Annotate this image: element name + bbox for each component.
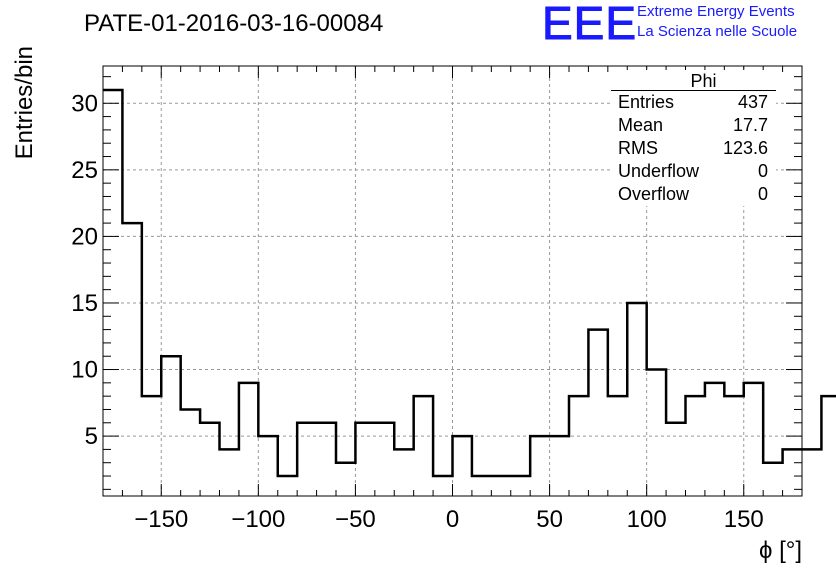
histogram-bin <box>355 423 374 496</box>
stats-value: 437 <box>737 92 768 112</box>
x-tick-label: −100 <box>231 506 285 533</box>
y-tick-label: 20 <box>71 223 98 250</box>
histogram-bin <box>297 423 316 496</box>
y-tick-label: 30 <box>71 90 98 117</box>
y-axis-label: Entries/bin <box>11 46 38 159</box>
stats-box: Phi Entries 437 Mean 17.7 RMS 123.6 Unde… <box>611 70 776 206</box>
x-tick-label: 150 <box>724 506 764 533</box>
stats-row-overflow: Overflow 0 <box>611 183 776 206</box>
histogram-bin <box>550 436 569 496</box>
histogram-bin <box>142 396 161 496</box>
histogram-bin <box>336 463 355 496</box>
histogram-bin <box>821 396 836 496</box>
stats-label: Overflow <box>618 184 690 204</box>
y-tick-labels: 5 10 15 20 25 30 <box>71 90 98 450</box>
eee-logo: EEE <box>541 0 638 49</box>
histogram-bin <box>647 370 666 496</box>
stats-value: 123.6 <box>722 138 768 158</box>
x-tick-label: −50 <box>335 506 376 533</box>
histogram-bin <box>239 383 258 496</box>
x-tick-labels: −150 −100 −50 0 50 100 150 <box>134 506 764 533</box>
histogram-bin <box>763 463 782 496</box>
histogram-bin <box>608 396 627 496</box>
stats-label: Underflow <box>618 161 700 181</box>
histogram-bin <box>414 396 433 496</box>
stats-value: 0 <box>757 161 768 181</box>
histogram-bin <box>433 476 452 496</box>
axis-ticks <box>102 66 803 496</box>
histogram-bin <box>200 423 219 496</box>
histogram-bin <box>258 436 277 496</box>
histogram-bin <box>317 423 336 496</box>
histogram-bin <box>530 436 549 496</box>
branding-line-2: La Scienza nelle Scuole <box>637 23 798 40</box>
histogram-series <box>103 88 836 496</box>
histogram-bin <box>453 436 472 496</box>
y-tick-label: 15 <box>71 290 98 317</box>
y-tick-label: 10 <box>71 357 98 384</box>
stats-row-entries: Entries 437 <box>611 91 776 114</box>
histogram-bin <box>802 449 821 496</box>
histogram-bin <box>705 383 724 496</box>
histogram-bin <box>627 303 646 496</box>
histogram-bin <box>122 223 141 496</box>
stats-row-mean: Mean 17.7 <box>611 114 776 137</box>
histogram-bin <box>103 90 122 496</box>
y-tick-label: 5 <box>85 423 98 450</box>
stats-value: 17.7 <box>732 115 768 135</box>
chart-title: PATE-01-2016-03-16-00084 <box>84 10 384 37</box>
histogram-bin <box>511 476 530 496</box>
grid-lines <box>103 66 802 496</box>
histogram-bin <box>181 409 200 496</box>
x-tick-label: 100 <box>627 506 667 533</box>
eee-branding-text: Extreme Energy Events La Scienza nelle S… <box>637 2 797 42</box>
stats-title: Phi <box>611 70 776 91</box>
histogram-bin <box>724 396 743 496</box>
x-tick-label: −150 <box>134 506 188 533</box>
stats-label: RMS <box>618 138 658 158</box>
histogram-bin <box>472 476 491 496</box>
x-axis-label: ϕ [°] <box>759 537 802 564</box>
histogram-line <box>103 88 836 478</box>
branding-line-1: Extreme Energy Events <box>637 3 795 20</box>
x-tick-label: 50 <box>536 506 563 533</box>
histogram-bin <box>588 330 607 496</box>
histogram-bin <box>161 356 180 496</box>
histogram-bin <box>278 476 297 496</box>
stats-label: Entries <box>618 92 675 112</box>
histogram-bin <box>220 449 239 496</box>
stats-value: 0 <box>757 184 768 204</box>
histogram-bin <box>686 396 705 496</box>
stats-row-underflow: Underflow 0 <box>611 160 776 183</box>
histogram-bin <box>569 396 588 496</box>
y-tick-label: 25 <box>71 157 98 184</box>
histogram-bin <box>744 383 763 496</box>
x-tick-label: 0 <box>446 506 459 533</box>
stats-row-rms: RMS 123.6 <box>611 137 776 160</box>
histogram-bin <box>375 423 394 496</box>
histogram-bin <box>666 423 685 496</box>
stats-label: Mean <box>618 115 664 135</box>
histogram-bin <box>394 449 413 496</box>
histogram-bin <box>491 476 510 496</box>
